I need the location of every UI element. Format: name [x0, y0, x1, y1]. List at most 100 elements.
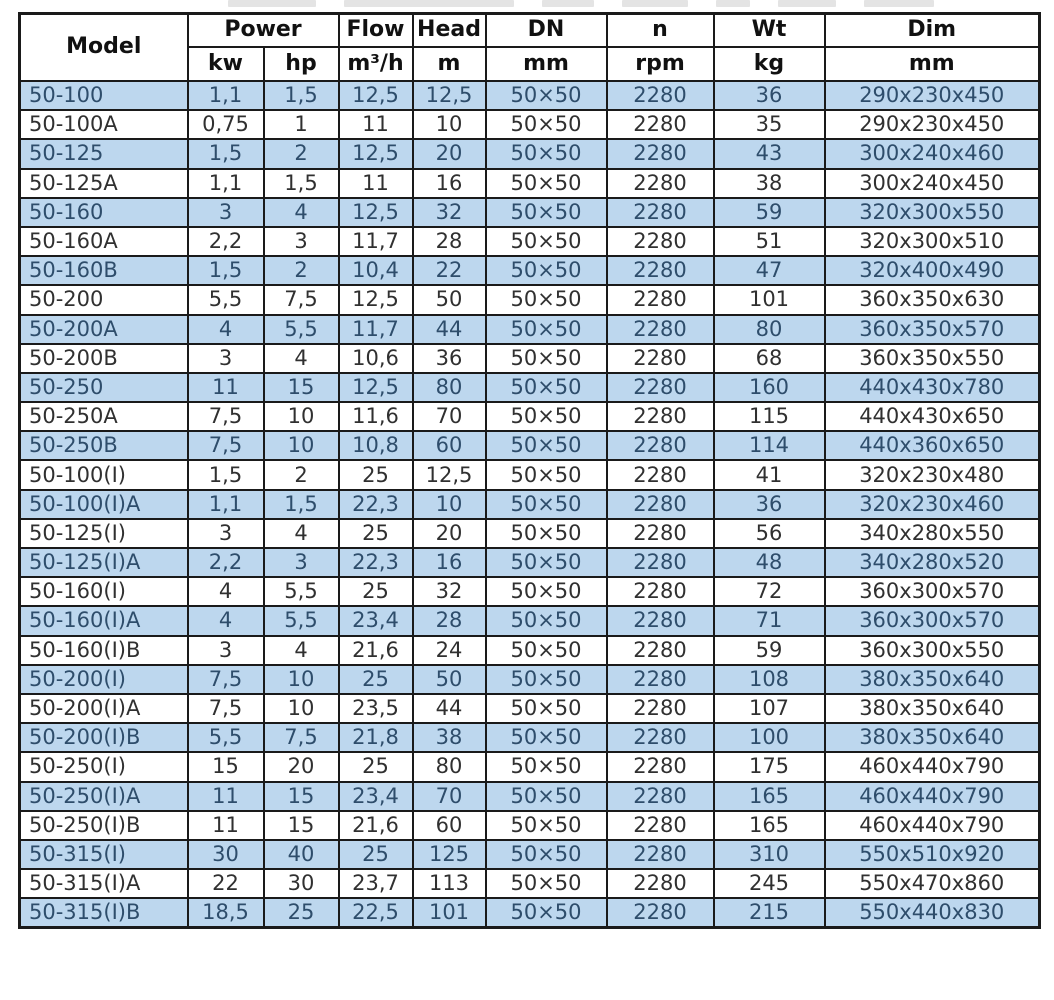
n-cell: 2280: [605, 313, 715, 345]
wt-cell: 215: [712, 897, 826, 929]
model-cell: 50-100(I): [18, 459, 189, 491]
dim-cell: 460x440x790: [823, 780, 1041, 812]
hp-cell: 5,5: [262, 313, 340, 345]
model-cell: 50-160(I)A: [18, 605, 189, 637]
table-row: 50-250A 7,5 10 11,6 70 50×50 2280 115 440x430x65…: [18, 401, 1041, 433]
wt-cell: 114: [712, 430, 826, 462]
head-cell: 70: [411, 401, 487, 433]
kw-cell: 1,1: [186, 167, 265, 199]
table-row: 50-250(I) 15 20 25 80 50×50 2280 175 460x440x790: [18, 751, 1041, 783]
table-row: 50-160(I) 4 5,5 25 32 50×50 2280 72 360x300x570: [18, 576, 1041, 608]
hp-cell: 3: [262, 546, 340, 579]
table-row: 50-200(I)A 7,5 10 23,5 44 50×50 2280 107 380x350…: [18, 692, 1041, 725]
model-cell: 50-100A: [18, 109, 189, 141]
dn-cell: 50×50: [484, 780, 608, 812]
wt-cell: 56: [712, 517, 826, 550]
dim-cell: 550x510x920: [823, 838, 1041, 871]
head-cell: 101: [411, 897, 487, 929]
dn-cell: 50×50: [484, 692, 608, 725]
kw-cell: 7,5: [186, 401, 265, 433]
hp-cell: 15: [262, 780, 340, 812]
flow-cell: 10,4: [337, 255, 414, 287]
hp-cell: 40: [262, 838, 340, 871]
kw-cell: 30: [186, 838, 265, 871]
dn-cell: 50×50: [484, 284, 608, 316]
head-cell: 50: [411, 284, 487, 316]
flow-cell: 11,7: [337, 313, 414, 345]
n-cell: 2280: [605, 79, 715, 112]
dim-cell: 550x440x830: [823, 897, 1041, 929]
flow-cell: 21,6: [337, 809, 414, 841]
kw-cell: 3: [186, 196, 265, 228]
col-header-power: Power: [186, 12, 340, 48]
dn-cell: 50×50: [484, 663, 608, 695]
table-row: 50-250(I)A 11 15 23,4 70 50×50 2280 165 460x440x…: [18, 780, 1041, 812]
table-row: 50-160(I)B 3 4 21,6 24 50×50 2280 59 360x300x550: [18, 634, 1041, 666]
head-cell: 50: [411, 663, 487, 695]
head-cell: 12,5: [411, 79, 487, 112]
flow-cell: 12,5: [337, 138, 414, 170]
table-row: 50-100 1,1 1,5 12,5 12,5 50×50 2280 36 290x230x4…: [18, 79, 1041, 112]
wt-cell: 71: [712, 605, 826, 637]
table-row: 50-100(I) 1,5 2 25 12,5 50×50 2280 41 320x230x48…: [18, 459, 1041, 491]
kw-cell: 1,5: [186, 459, 265, 491]
model-cell: 50-315(I)B: [18, 897, 189, 929]
dim-cell: 360x350x570: [823, 313, 1041, 345]
kw-cell: 15: [186, 751, 265, 783]
flow-cell: 22,3: [337, 488, 414, 520]
kw-cell: 7,5: [186, 692, 265, 725]
flow-cell: 12,5: [337, 371, 414, 404]
head-cell: 36: [411, 342, 487, 374]
dim-cell: 320x300x510: [823, 225, 1041, 258]
dn-cell: 50×50: [484, 546, 608, 579]
flow-cell: 25: [337, 663, 414, 695]
flow-cell: 25: [337, 751, 414, 783]
dim-cell: 320x400x490: [823, 255, 1041, 287]
dn-cell: 50×50: [484, 809, 608, 841]
flow-cell: 22,5: [337, 897, 414, 929]
table-row: 50-250(I)B 11 15 21,6 60 50×50 2280 165 460x440x…: [18, 809, 1041, 841]
hp-cell: 2: [262, 138, 340, 170]
dn-cell: 50×50: [484, 868, 608, 900]
table-row: 50-200 5,5 7,5 12,5 50 50×50 2280 101 360x350x63…: [18, 284, 1041, 316]
n-cell: 2280: [605, 109, 715, 141]
head-cell: 80: [411, 371, 487, 404]
dim-cell: 440x360x650: [823, 430, 1041, 462]
wt-cell: 165: [712, 780, 826, 812]
table-row: 50-160B 1,5 2 10,4 22 50×50 2280 47 320x400x490: [18, 255, 1041, 287]
kw-cell: 3: [186, 342, 265, 374]
n-cell: 2280: [605, 138, 715, 170]
dim-cell: 340x280x550: [823, 517, 1041, 550]
dn-cell: 50×50: [484, 605, 608, 637]
hp-cell: 3: [262, 225, 340, 258]
dim-cell: 360x300x550: [823, 634, 1041, 666]
model-cell: 50-100(I)A: [18, 488, 189, 520]
model-cell: 50-315(I)A: [18, 868, 189, 900]
dn-cell: 50×50: [484, 255, 608, 287]
n-cell: 2280: [605, 401, 715, 433]
dim-cell: 360x300x570: [823, 605, 1041, 637]
hp-cell: 25: [262, 897, 340, 929]
head-cell: 60: [411, 809, 487, 841]
n-cell: 2280: [605, 517, 715, 550]
flow-cell: 23,7: [337, 868, 414, 900]
head-cell: 125: [411, 838, 487, 871]
dn-cell: 50×50: [484, 371, 608, 404]
model-cell: 50-125: [18, 138, 189, 170]
model-cell: 50-100: [18, 79, 189, 112]
model-cell: 50-250: [18, 371, 189, 404]
head-cell: 12,5: [411, 459, 487, 491]
head-cell: 10: [411, 488, 487, 520]
kw-cell: 5,5: [186, 284, 265, 316]
head-cell: 32: [411, 576, 487, 608]
head-cell: 20: [411, 517, 487, 550]
table-row: 50-160(I)A 4 5,5 23,4 28 50×50 2280 71 360x300x5…: [18, 605, 1041, 637]
dim-cell: 360x350x550: [823, 342, 1041, 374]
kw-cell: 4: [186, 313, 265, 345]
flow-cell: 23,4: [337, 780, 414, 812]
hp-cell: 7,5: [262, 284, 340, 316]
col-header-model: Model: [18, 12, 189, 82]
flow-cell: 12,5: [337, 79, 414, 112]
col-header-wt: Wt: [712, 12, 826, 48]
head-cell: 113: [411, 868, 487, 900]
